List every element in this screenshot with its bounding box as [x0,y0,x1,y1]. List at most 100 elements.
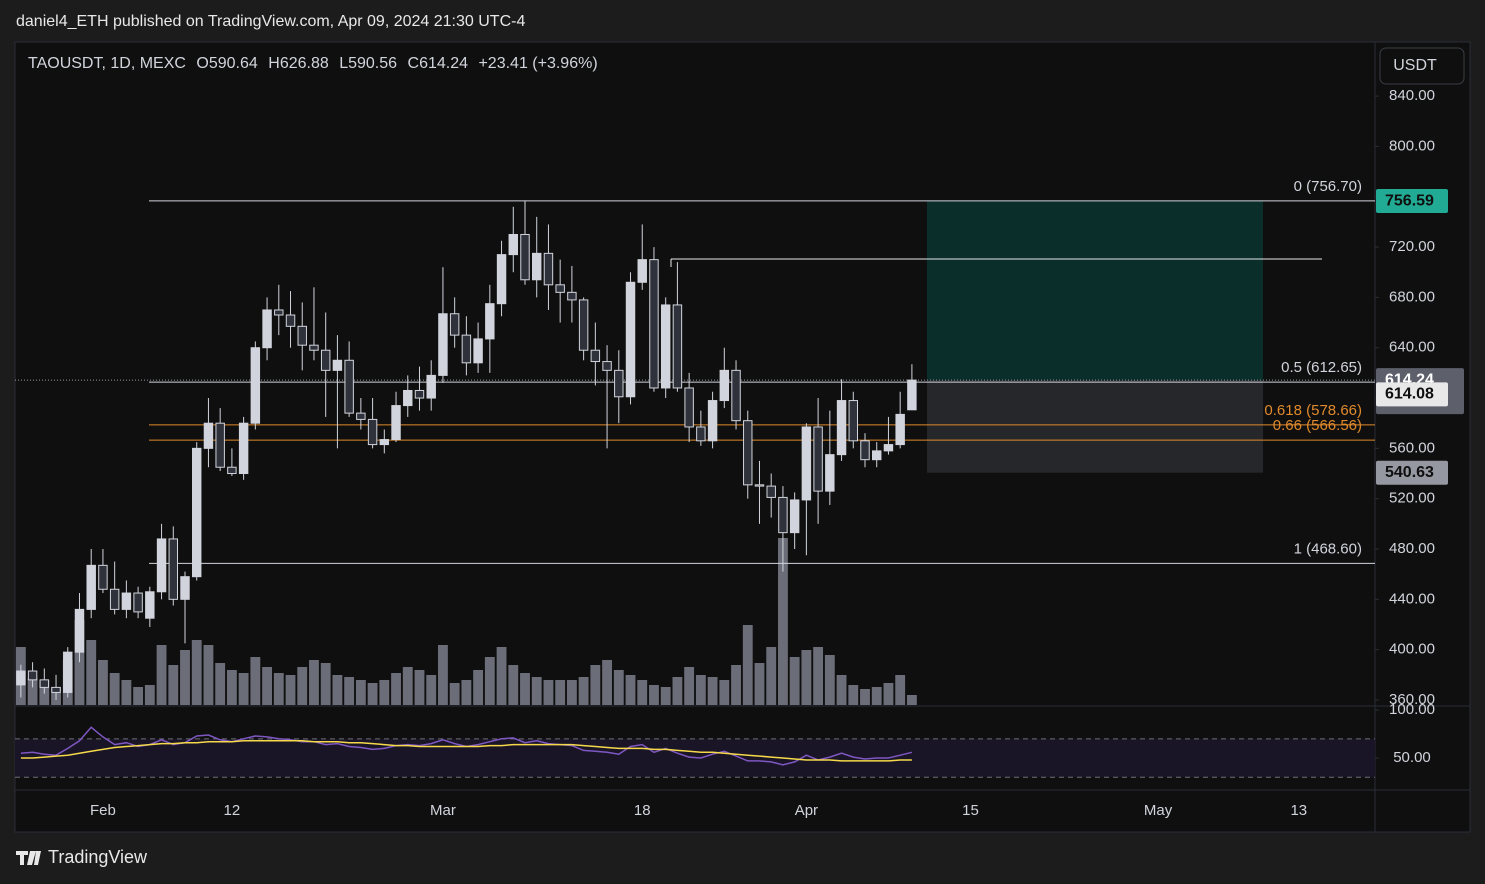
volume-bar [121,680,132,705]
volume-bar [391,673,401,705]
volume-bar [109,673,120,705]
candle-body [660,304,671,389]
candle-body [520,233,530,281]
volume-bar [848,685,859,705]
volume-bar [355,680,366,705]
candle-body [614,369,624,398]
candle-body [637,259,647,283]
candle-body [766,485,776,498]
candle-body [332,359,343,371]
fib-label: 0.66 (566.56) [1273,417,1362,434]
volume-bar [637,680,648,705]
volume-bar [906,695,917,705]
candle-body [754,484,765,487]
volume-bar [672,677,683,705]
volume-bar [871,687,882,705]
volume-bar [754,663,765,705]
candle-body [86,564,96,610]
candle-body [344,359,354,414]
candle-body [203,422,214,449]
volume-bar [778,538,788,705]
volume-bar [273,673,284,705]
candle-body [379,439,390,446]
candle-body [227,466,237,475]
c-label: C [408,55,420,72]
candle-body [250,347,261,424]
candle-body [567,291,577,301]
candle-body [121,592,132,610]
candle-body [449,313,460,336]
candle-body [649,259,659,389]
candle-body [98,564,108,590]
volume-bar [168,665,179,705]
entry-badge: 614.08 [1385,386,1434,403]
candle-body [789,499,800,534]
candle-body [590,349,601,363]
volume-bar [590,665,601,705]
volume-bar [86,640,97,705]
candle-body [578,299,589,351]
candle-body [297,325,307,346]
volume-bar [895,675,906,705]
candle-body [403,389,413,407]
candle-body [543,252,554,286]
volume-bar [438,645,448,705]
candle-body [778,496,788,534]
volume-bar [520,673,530,705]
x-tick-label: Feb [90,802,116,819]
currency-label[interactable]: USDT [1393,57,1437,74]
candle-body [285,314,296,327]
y-tick-label: 560.00 [1389,439,1435,456]
fib-label: 0.618 (578.66) [1264,402,1362,419]
volume-bar [766,647,777,705]
volume-bar [813,647,824,705]
y-tick-label: 400.00 [1389,641,1435,658]
c-value: 614.24 [419,55,468,72]
candle-body [625,281,636,398]
rsi-tick-label: 50.00 [1393,749,1431,766]
volume-bar [98,660,108,705]
currency-button[interactable] [1379,47,1465,85]
x-tick-label: 15 [962,802,979,819]
volume-bar [731,665,741,705]
volume-bar [695,675,706,705]
y-tick-label: 840.00 [1389,87,1435,104]
volume-bar [402,667,413,705]
change: +23.41 (+3.96%) [478,55,597,72]
candle-body [496,254,507,305]
x-tick-label: May [1144,802,1173,819]
candle-body [836,400,847,456]
candle-body [27,670,38,681]
x-tick-label: Mar [430,802,456,819]
entry-badge-bg [1376,382,1448,407]
fib-label: 0.5 (612.65) [1281,359,1362,376]
candle-body [684,387,694,428]
logo-icon [16,851,41,865]
target-badge-bg [1376,189,1448,214]
x-tick-label: 12 [224,802,241,819]
volume-bar [742,625,753,705]
candle-body [532,252,542,281]
candle-body [508,233,518,256]
y-tick-label: 800.00 [1389,137,1435,154]
volume-bar [191,640,202,705]
volume-bar [602,660,612,705]
candle-body [672,304,683,389]
volume-bar [226,670,237,705]
candle-body [860,440,870,461]
candle-body [180,576,190,600]
volume-bar [156,645,167,705]
volume-bar [496,647,507,705]
y-tick-label: 480.00 [1389,540,1435,557]
candle-body [895,413,905,446]
volume-bar [824,655,835,705]
volume-bar [473,670,484,705]
volume-bar [613,670,624,705]
target-badge: 756.59 [1385,192,1434,209]
volume-bar [144,685,155,705]
volume-bar [344,677,355,705]
volume-bar [566,680,577,705]
candle-body [168,538,178,600]
candle-body [485,303,495,340]
stop-badge: 540.63 [1385,464,1434,481]
